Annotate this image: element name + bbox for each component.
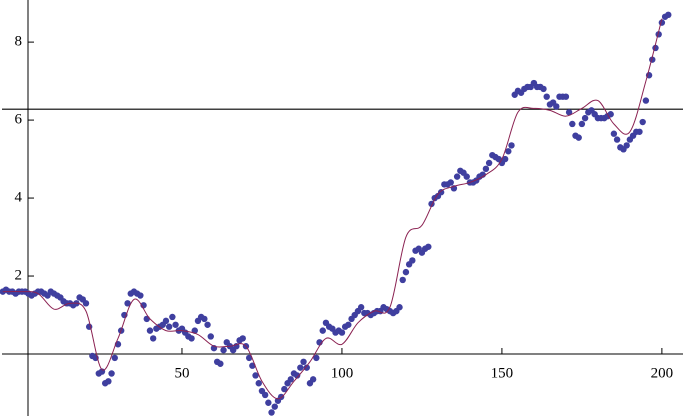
data-point [642,97,650,104]
data-point [345,321,352,328]
y-tick-label: 4 [15,189,23,205]
data-point [300,358,307,366]
data-point [146,327,154,334]
data-point [149,335,157,342]
data-point [271,403,278,410]
data-point [124,300,131,307]
data-point [217,360,224,367]
data-point [265,399,272,406]
data-point [297,364,304,371]
data-point [610,130,618,137]
data-point [201,315,208,323]
x-tick-label: 200 [651,365,674,381]
data-point [402,268,410,276]
y-tick-label: 8 [15,34,23,50]
data-point [309,376,317,383]
data-point [268,409,275,416]
data-point [482,165,490,173]
data-point [111,354,118,362]
data-point [607,111,614,118]
data-point [508,142,515,149]
data-point [569,120,576,128]
data-point [543,93,550,100]
data-point [565,109,573,116]
x-tick-label: 150 [491,365,514,381]
data-point [245,354,253,362]
data-point [357,304,365,311]
data-point [485,159,493,167]
data-point [425,243,432,250]
data-point [165,323,173,330]
data-point [204,321,211,328]
data-point [220,346,227,354]
data-point [105,378,112,385]
data-point [82,300,90,307]
data-point [162,317,170,325]
data-point [319,327,326,334]
data-point [623,142,630,149]
x-tick-label: 50 [174,365,189,381]
data-point [396,304,403,311]
data-point [553,103,560,110]
data-point [540,85,547,93]
data-point [613,136,621,143]
data-point [575,134,582,141]
data-point [137,292,144,299]
data-point [281,385,288,393]
y-tick-label: 2 [15,267,23,283]
data-point [313,354,320,362]
data-point [261,391,269,399]
data-point [501,155,509,163]
fit-line [2,18,663,400]
data-point [207,333,214,340]
data-point [463,173,470,180]
data-point [409,257,416,264]
data-point [188,335,195,342]
data-point [636,128,643,135]
data-point [293,372,301,379]
data-point [505,148,512,155]
data-point [562,93,570,100]
data-point [639,118,646,126]
y-tick-label: 6 [15,112,23,128]
data-point [303,364,310,371]
data-point [108,370,115,377]
data-point [338,329,346,336]
data-point [143,315,150,323]
data-point [399,276,406,284]
data-point [249,362,256,369]
data-point [255,380,262,387]
data-point [578,120,586,128]
x-tick-label: 100 [331,365,354,381]
data-point [287,376,294,383]
data-point [172,321,179,328]
data-point [239,335,246,342]
data-point [252,372,259,379]
data-point [581,114,589,122]
data-point [169,313,176,321]
data-point [665,11,672,19]
data-point [447,179,454,186]
data-point [453,173,461,180]
